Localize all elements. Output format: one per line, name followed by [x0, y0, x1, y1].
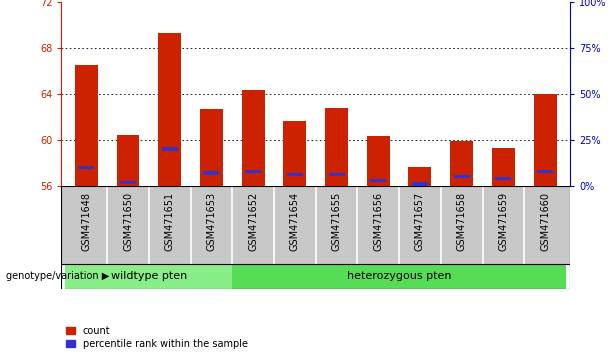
- Text: heterozygous pten: heterozygous pten: [347, 271, 451, 281]
- Bar: [454, 175, 470, 178]
- Bar: [204, 171, 219, 175]
- Legend: count, percentile rank within the sample: count, percentile rank within the sample: [66, 326, 248, 349]
- Bar: [492, 148, 515, 186]
- Text: GSM471660: GSM471660: [540, 192, 550, 251]
- Text: GSM471650: GSM471650: [123, 192, 133, 251]
- Bar: [242, 90, 265, 186]
- Bar: [533, 94, 557, 186]
- Bar: [78, 166, 94, 169]
- Bar: [158, 33, 181, 186]
- Bar: [408, 167, 432, 186]
- Bar: [232, 264, 566, 289]
- Bar: [116, 135, 140, 186]
- Bar: [66, 264, 232, 289]
- Bar: [370, 179, 386, 182]
- Bar: [537, 170, 553, 173]
- Text: GSM471657: GSM471657: [415, 192, 425, 251]
- Text: GSM471653: GSM471653: [207, 192, 216, 251]
- Text: GSM471654: GSM471654: [290, 192, 300, 251]
- Text: genotype/variation ▶: genotype/variation ▶: [6, 271, 109, 281]
- Bar: [329, 173, 345, 176]
- Text: wildtype pten: wildtype pten: [111, 271, 187, 281]
- Text: GSM471658: GSM471658: [457, 192, 466, 251]
- Bar: [495, 177, 511, 180]
- Bar: [283, 121, 306, 186]
- Text: GSM471655: GSM471655: [332, 192, 341, 251]
- Bar: [200, 109, 223, 186]
- Text: GSM471652: GSM471652: [248, 192, 258, 251]
- Bar: [75, 65, 98, 186]
- Text: GSM471648: GSM471648: [82, 192, 91, 251]
- Bar: [287, 173, 303, 176]
- Bar: [450, 141, 473, 186]
- Text: GSM471651: GSM471651: [165, 192, 175, 251]
- Bar: [367, 136, 390, 186]
- Bar: [245, 170, 261, 173]
- Bar: [412, 182, 428, 185]
- Text: GSM471656: GSM471656: [373, 192, 383, 251]
- Bar: [162, 147, 178, 151]
- Text: GSM471659: GSM471659: [498, 192, 508, 251]
- Bar: [325, 108, 348, 186]
- Bar: [120, 181, 136, 184]
